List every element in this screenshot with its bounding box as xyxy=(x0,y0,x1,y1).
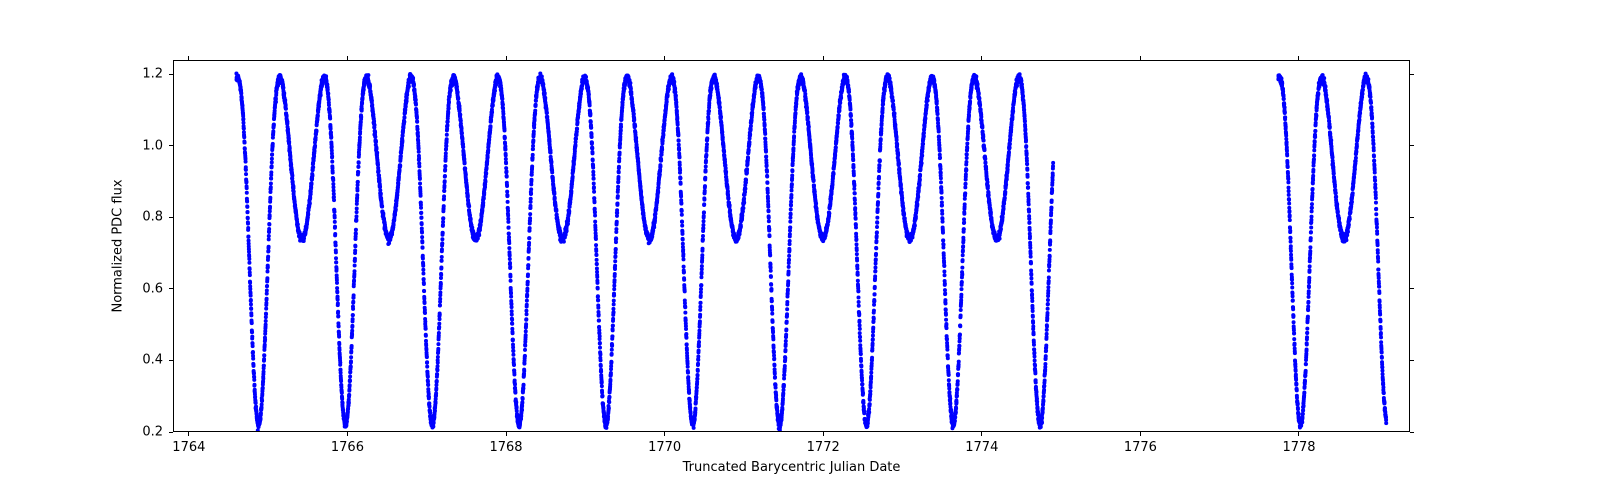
x-axis-label: Truncated Barycentric Julian Date xyxy=(683,460,901,475)
y-axis-label: Normalized PDC flux xyxy=(111,179,126,312)
y-tick-label: 1.2 xyxy=(142,67,163,82)
y-tick xyxy=(169,217,173,218)
x-tick xyxy=(1140,432,1141,436)
x-tick xyxy=(347,432,348,436)
y-tick xyxy=(169,288,173,289)
y-tick xyxy=(169,145,173,146)
scatter-plot xyxy=(173,60,1410,432)
axes: 176417661768177017721774177617780.20.40.… xyxy=(173,60,1410,432)
x-tick xyxy=(981,56,982,60)
x-tick-label: 1772 xyxy=(807,440,840,455)
x-tick xyxy=(823,432,824,436)
x-tick xyxy=(188,56,189,60)
x-tick-label: 1778 xyxy=(1282,440,1315,455)
figure: 1764 1766 1768 1770 1772 1774 1776 1778 0.2 0.4 0.… xyxy=(0,0,1600,500)
x-tick xyxy=(347,56,348,60)
y-tick-label: 0.2 xyxy=(142,425,163,440)
x-tick-label: 1774 xyxy=(965,440,998,455)
y-tick xyxy=(1410,360,1414,361)
y-tick xyxy=(169,74,173,75)
x-tick-label: 1770 xyxy=(648,440,681,455)
x-tick xyxy=(664,56,665,60)
x-tick xyxy=(188,432,189,436)
y-tick-label: 0.8 xyxy=(142,210,163,225)
x-tick-label: 1766 xyxy=(331,440,364,455)
x-tick xyxy=(1298,56,1299,60)
y-tick xyxy=(1410,74,1414,75)
y-tick-label: 0.6 xyxy=(142,281,163,296)
x-tick-label: 1776 xyxy=(1124,440,1157,455)
x-tick xyxy=(1140,56,1141,60)
y-tick xyxy=(1410,288,1414,289)
x-tick xyxy=(506,56,507,60)
x-tick-label: 1768 xyxy=(489,440,522,455)
y-tick xyxy=(169,432,173,433)
x-tick xyxy=(1298,432,1299,436)
x-tick xyxy=(664,432,665,436)
y-tick xyxy=(1410,432,1414,433)
x-tick xyxy=(823,56,824,60)
x-tick-label: 1764 xyxy=(172,440,205,455)
x-tick xyxy=(981,432,982,436)
y-tick xyxy=(1410,145,1414,146)
y-tick xyxy=(169,360,173,361)
y-tick xyxy=(1410,217,1414,218)
y-tick-label: 1.0 xyxy=(142,138,163,153)
y-tick-label: 0.4 xyxy=(142,353,163,368)
x-tick xyxy=(506,432,507,436)
